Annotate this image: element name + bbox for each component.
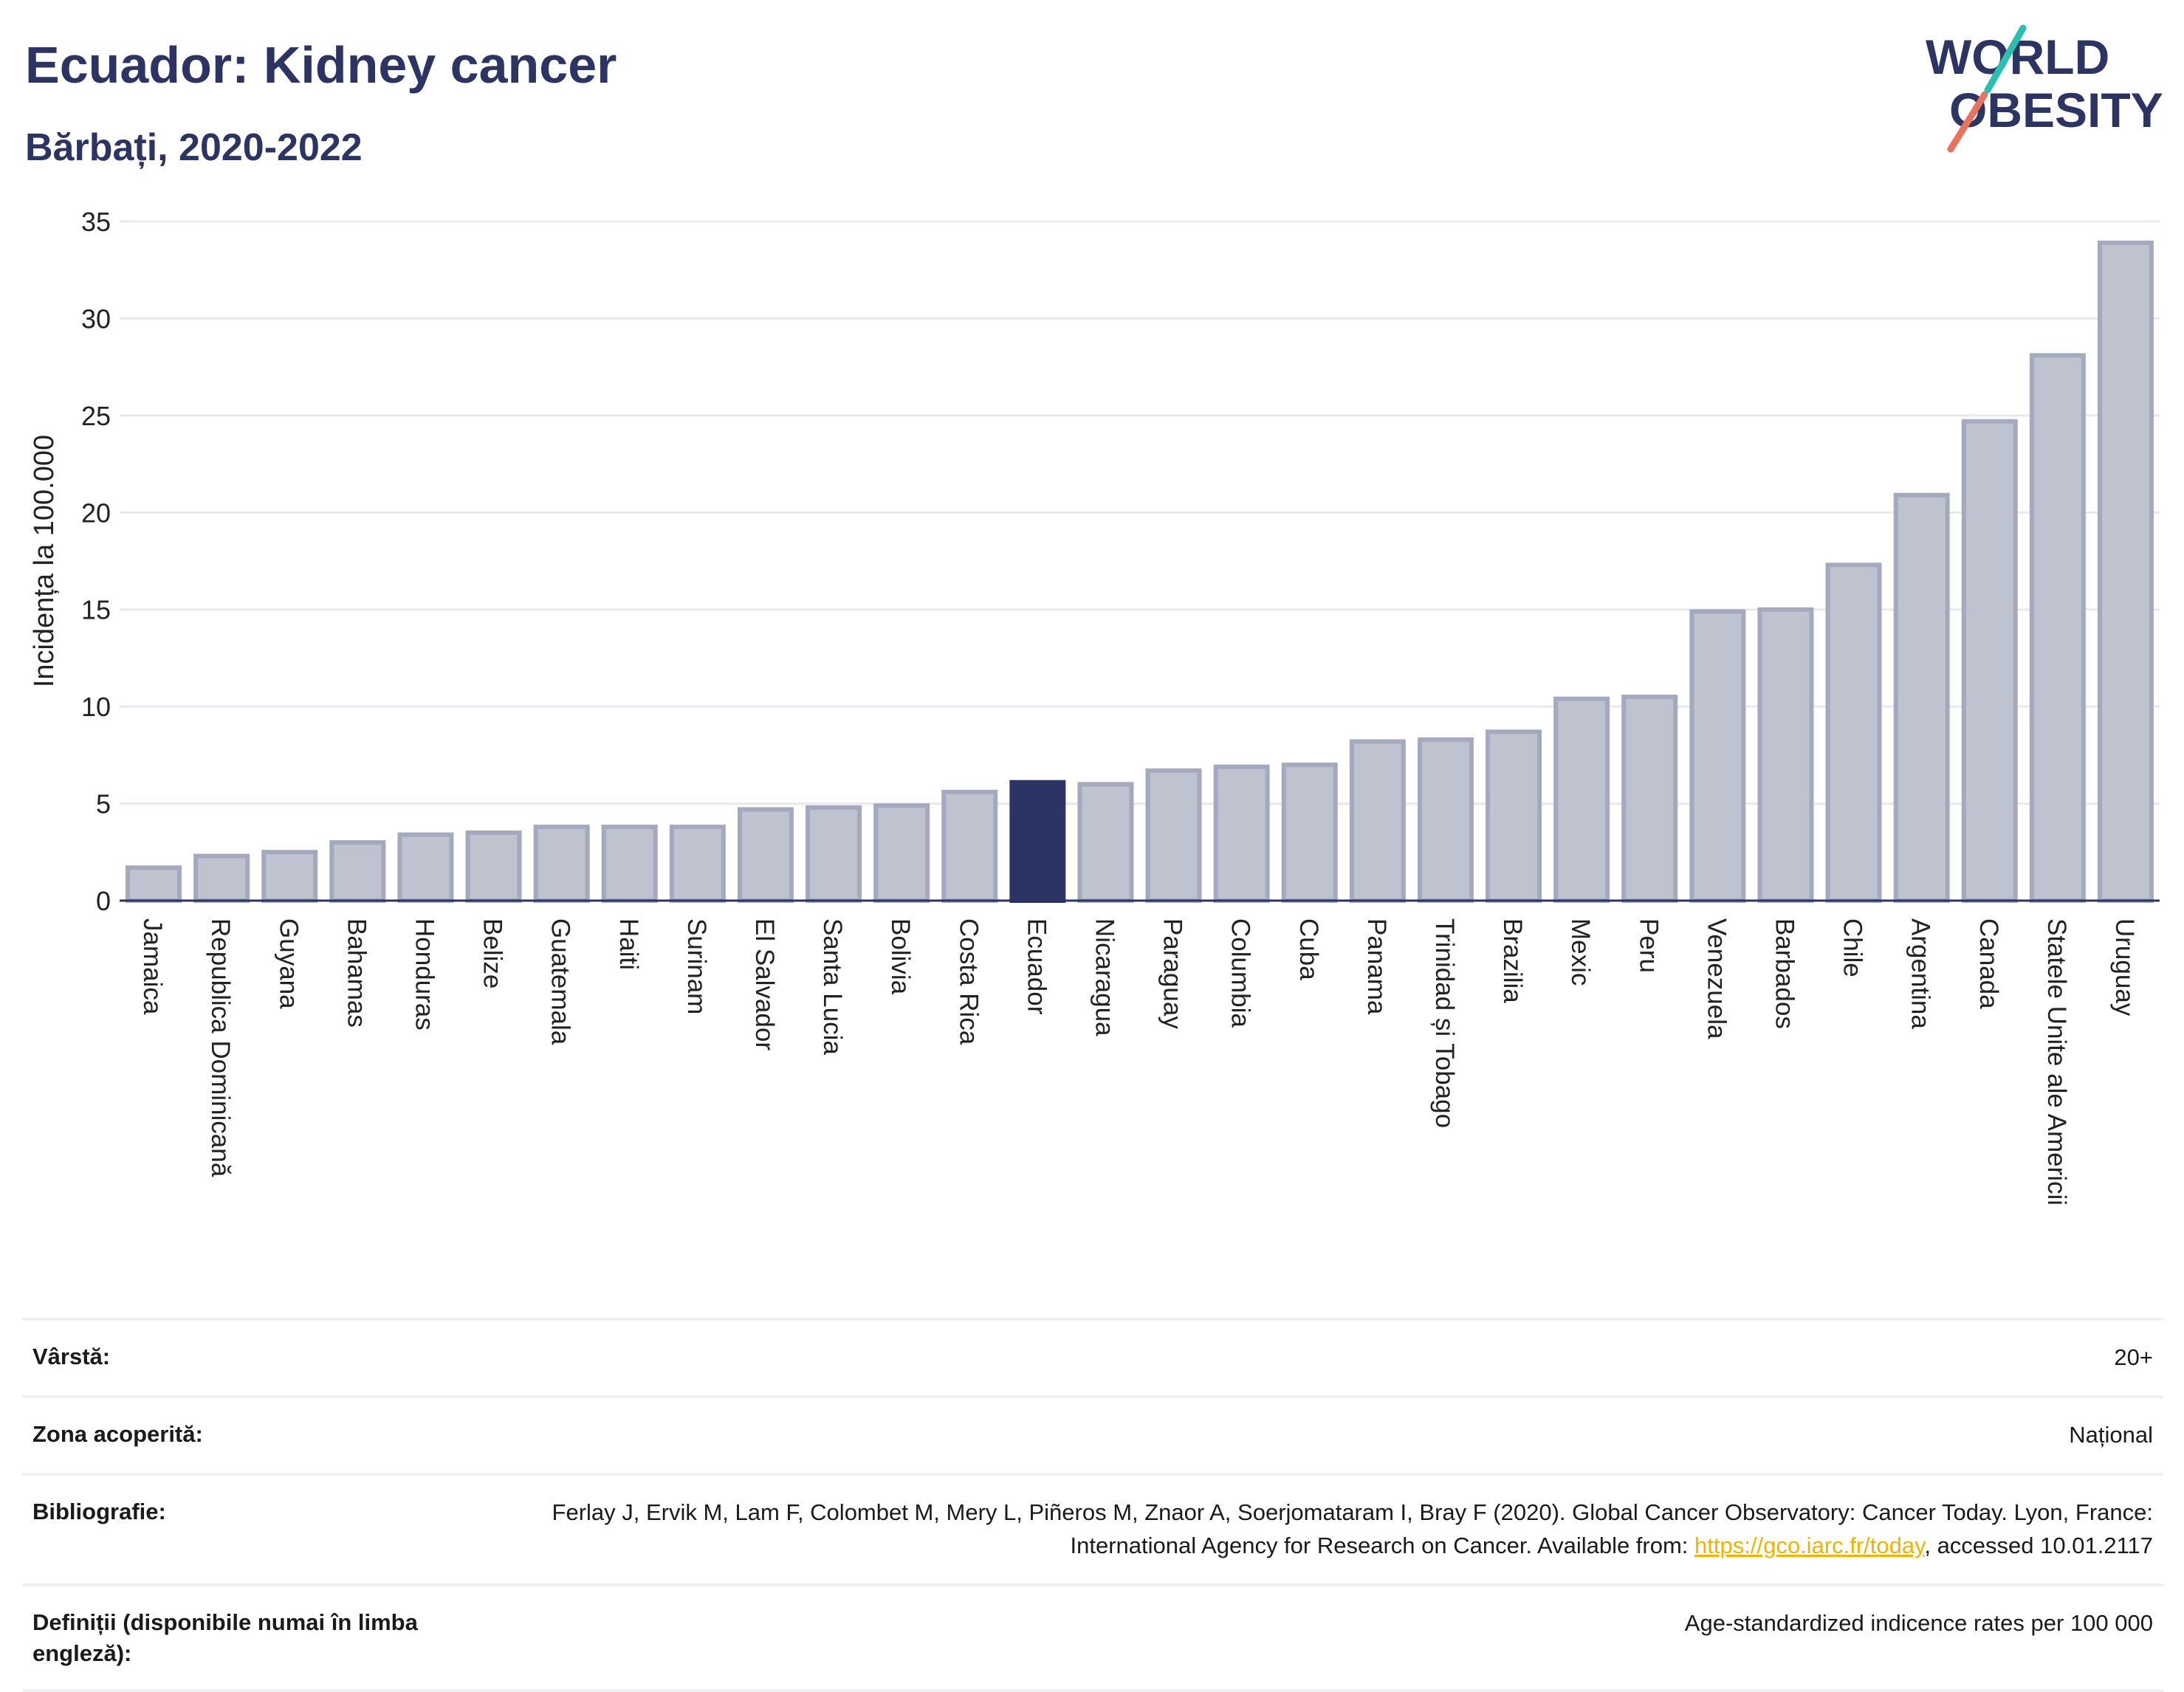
bar[interactable] — [2097, 240, 2154, 903]
x-tick-label: Uruguay — [2110, 918, 2139, 1017]
info-row-coverage: Zona acoperită: Național — [22, 1394, 2163, 1473]
x-tick-label: Statele Unite ale Americii — [2042, 918, 2071, 1206]
bar[interactable] — [193, 853, 250, 903]
coverage-label: Zona acoperită: — [32, 1420, 203, 1447]
x-tick-label: Argentina — [1906, 918, 1935, 1029]
bar[interactable] — [126, 865, 182, 904]
bar-chart: 0 5 10 15 20 25 30 35 Jamaica Republica Dominica… — [29, 207, 2160, 1206]
x-tick-label: El Salvador — [750, 918, 779, 1050]
bar[interactable] — [533, 825, 590, 903]
bar[interactable] — [737, 807, 794, 904]
bars — [126, 240, 2154, 904]
y-axis-ticks: 0 5 10 15 20 25 30 35 — [81, 207, 111, 916]
x-tick-label: Bahamas — [342, 918, 371, 1028]
world-obesity-logo: WORLD OBESITY — [1926, 24, 2163, 153]
x-tick-label: Venezuela — [1702, 918, 1731, 1039]
x-tick-label: Paraguay — [1158, 918, 1187, 1029]
definitions-label: Definiții (disponibile numai în limba en… — [32, 1609, 418, 1666]
bibliography-value: Ferlay J, Ervik M, Lam F, Colombet M, Me… — [529, 1496, 2153, 1563]
bibliography-label: Bibliografie: — [32, 1498, 166, 1524]
bar[interactable] — [1281, 763, 1338, 903]
bar[interactable] — [1349, 739, 1406, 904]
bar[interactable] — [806, 805, 862, 904]
x-tick-label: Guyana — [274, 918, 303, 1009]
x-tick-label: Peru — [1634, 918, 1663, 973]
bibliography-link[interactable]: https://gco.iarc.fr/today — [1694, 1532, 1925, 1558]
x-tick-label: Honduras — [410, 918, 439, 1031]
coverage-value: Național — [2069, 1421, 2153, 1448]
y-tick-label: 35 — [81, 207, 111, 237]
age-label: Vârstă: — [32, 1344, 111, 1369]
x-tick-label: Jamaica — [138, 918, 167, 1015]
y-tick-label: 5 — [96, 789, 111, 819]
x-tick-label: Nicaragua — [1090, 918, 1119, 1036]
bar[interactable] — [329, 840, 386, 903]
y-tick-label: 25 — [81, 401, 111, 431]
bar[interactable] — [1077, 782, 1134, 904]
y-tick-label: 30 — [81, 303, 111, 334]
x-tick-label: Guatemala — [546, 918, 575, 1045]
bar[interactable] — [1621, 695, 1678, 903]
bar[interactable] — [465, 830, 522, 903]
x-axis-labels: Jamaica Republica Dominicană Guyana Bahamas… — [138, 918, 2139, 1206]
info-row-age: Vârstă: 20+ — [22, 1318, 2163, 1395]
x-tick-label: Panama — [1362, 918, 1391, 1015]
definitions-value: Age-standardized indicence rates per 100… — [1684, 1609, 2153, 1636]
x-tick-label: Haiti — [614, 918, 643, 970]
bar[interactable] — [1825, 563, 1882, 903]
bibliography-suffix: , accessed 10.01.2117 — [1924, 1532, 2153, 1558]
bar[interactable] — [1893, 492, 1950, 903]
x-tick-label: Republica Dominicană — [206, 918, 235, 1177]
chart-subtitle: Bărbați, 2020-2022 — [25, 126, 363, 169]
x-tick-label: Belize — [478, 918, 507, 988]
bar[interactable] — [1689, 609, 1746, 903]
x-tick-label: Mexic — [1566, 918, 1595, 986]
x-tick-label: Canada — [1974, 918, 2003, 1009]
y-axis-label: Incidența la 100.000 — [29, 435, 60, 687]
age-value: 20+ — [2114, 1344, 2153, 1370]
x-tick-label: Ecuador — [1022, 918, 1051, 1015]
x-tick-label: Barbados — [1770, 918, 1799, 1029]
gridlines — [120, 220, 2160, 805]
y-tick-label: 0 — [96, 886, 111, 916]
bar-highlighted[interactable] — [1009, 780, 1066, 903]
x-tick-label: Columbia — [1226, 918, 1255, 1028]
bar[interactable] — [1486, 729, 1542, 903]
bar[interactable] — [669, 825, 726, 903]
bar[interactable] — [941, 789, 998, 904]
bar[interactable] — [873, 803, 930, 903]
info-table: Vârstă: 20+ Zona acoperită: Național Bib… — [22, 1318, 2163, 1692]
y-tick-label: 20 — [81, 498, 111, 528]
x-tick-label: Costa Rica — [954, 918, 983, 1045]
bar[interactable] — [1553, 696, 1610, 904]
bar[interactable] — [397, 832, 454, 903]
info-row-definitions: Definiții (disponibile numai în limba en… — [22, 1583, 2163, 1692]
bar[interactable] — [2029, 353, 2086, 904]
x-tick-label: Santa Lucia — [818, 918, 847, 1055]
info-row-bibliography: Bibliografie: Ferlay J, Ervik M, Lam F, … — [22, 1472, 2163, 1583]
x-tick-label: Bolivia — [886, 918, 915, 995]
x-tick-label: Cuba — [1294, 918, 1323, 980]
bibliography-text: Ferlay J, Ervik M, Lam F, Colombet M, Me… — [552, 1499, 2153, 1558]
bar[interactable] — [1213, 764, 1270, 903]
bar[interactable] — [1417, 737, 1474, 903]
bar[interactable] — [1757, 607, 1814, 903]
chart-title: Ecuador: Kidney cancer — [25, 36, 617, 94]
bar[interactable] — [261, 850, 318, 904]
x-tick-label: Chile — [1838, 918, 1867, 977]
x-tick-label: Trinidad și Tobago — [1430, 918, 1459, 1128]
y-tick-label: 15 — [81, 595, 111, 625]
x-tick-label: Brazilia — [1498, 918, 1527, 1003]
bar[interactable] — [601, 825, 658, 903]
bar[interactable] — [1961, 419, 2018, 903]
logo-slash-teal — [1984, 24, 2027, 94]
y-tick-label: 10 — [81, 692, 111, 722]
bar[interactable] — [1145, 768, 1202, 904]
logo-slash-coral — [1947, 91, 1988, 153]
x-tick-label: Surinam — [682, 918, 711, 1014]
